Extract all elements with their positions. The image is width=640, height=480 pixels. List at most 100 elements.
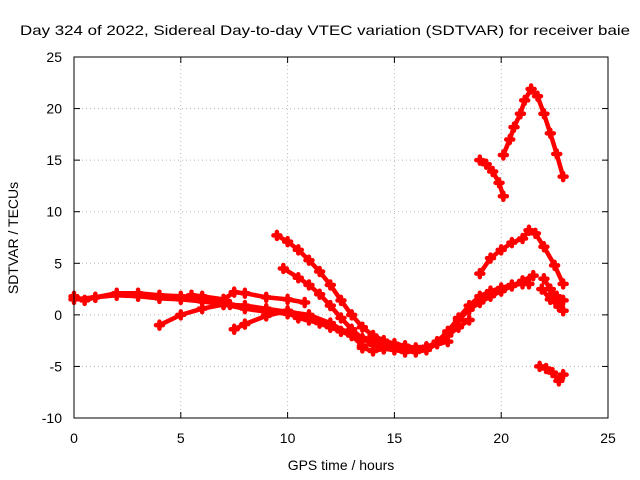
data-point <box>260 291 272 304</box>
data-point <box>497 149 510 161</box>
data-point <box>132 290 144 303</box>
x-tick-label: 15 <box>387 430 403 446</box>
data-point <box>228 323 240 336</box>
data-point <box>548 259 561 272</box>
data-point <box>345 323 358 336</box>
data-point <box>110 289 123 302</box>
data-point <box>463 314 475 326</box>
data-point <box>557 368 569 381</box>
data-point <box>480 158 492 171</box>
data-point <box>442 327 454 340</box>
data-point <box>153 292 166 305</box>
data-point <box>508 121 520 133</box>
data-point <box>175 309 187 321</box>
data-point <box>474 154 486 166</box>
data-point <box>217 293 230 306</box>
data-point <box>377 343 390 355</box>
data-point <box>185 289 198 302</box>
data-point <box>281 304 294 317</box>
data-point <box>78 294 91 307</box>
data-point <box>281 293 294 306</box>
data-point <box>431 337 443 350</box>
data-point <box>544 293 557 306</box>
data-point <box>271 229 283 242</box>
data-point <box>324 279 337 291</box>
data-point <box>292 244 305 256</box>
data-point <box>324 299 337 312</box>
x-tick-label: 20 <box>493 430 509 446</box>
data-point <box>153 319 166 331</box>
data-point <box>335 312 347 324</box>
data-point <box>550 290 563 303</box>
data-point <box>292 271 305 284</box>
plot-border <box>73 56 609 419</box>
data-point <box>544 283 557 295</box>
data-point <box>550 148 563 160</box>
data-point <box>303 254 315 266</box>
data-point <box>298 296 311 309</box>
data-point <box>356 332 369 345</box>
data-point <box>506 236 518 249</box>
data-point <box>506 280 518 292</box>
x-tick-label: 0 <box>70 430 78 446</box>
data-point <box>544 127 557 140</box>
data-point <box>335 325 347 338</box>
data-point <box>497 190 510 202</box>
data-point <box>523 278 535 290</box>
data-point <box>196 302 208 315</box>
y-tick-label: -5 <box>50 358 63 374</box>
data-point <box>420 344 433 356</box>
data-point <box>514 107 527 120</box>
data-point <box>239 299 251 312</box>
data-point <box>313 265 326 278</box>
data-point <box>557 294 569 307</box>
data-point <box>313 288 326 300</box>
data-point <box>538 241 550 253</box>
data-point <box>303 279 315 291</box>
data-point <box>484 252 497 264</box>
data-point <box>356 321 369 333</box>
data-point <box>367 345 379 357</box>
data-point <box>239 287 251 299</box>
data-point <box>313 317 326 329</box>
data-point <box>557 278 569 290</box>
y-tick-label: 5 <box>54 255 62 271</box>
data-point <box>538 107 550 120</box>
data-point <box>553 375 565 387</box>
data-point <box>540 362 552 375</box>
data-point <box>345 309 358 321</box>
gridlines <box>74 57 608 418</box>
data-point <box>503 133 516 146</box>
y-tick-label: 10 <box>46 204 62 220</box>
data-point <box>495 285 507 297</box>
data-point <box>377 334 390 347</box>
data-point <box>516 232 529 245</box>
x-tick-label: 10 <box>280 430 296 446</box>
x-tick-label: 25 <box>600 430 616 446</box>
data-point <box>495 244 507 256</box>
data-point <box>388 340 401 352</box>
series-track-10 <box>477 228 566 287</box>
data-point <box>557 170 569 183</box>
chart-title: Day 324 of 2022, Sidereal Day-to-day VTE… <box>20 22 630 38</box>
data-point <box>239 318 251 330</box>
data-point <box>277 262 290 275</box>
data-point <box>474 267 486 280</box>
y-tick-label: 25 <box>46 49 62 65</box>
data-point <box>281 235 294 248</box>
data-point <box>527 269 539 282</box>
data-point <box>292 312 305 324</box>
axis-ticks <box>73 56 609 419</box>
data-point <box>335 294 347 307</box>
data-point <box>523 224 535 237</box>
data-point <box>367 329 379 342</box>
data-point <box>518 94 531 107</box>
y-tick-label: 15 <box>46 152 62 168</box>
data-point <box>493 177 505 189</box>
data-point <box>452 314 465 326</box>
data-point <box>410 346 422 358</box>
data-point <box>356 342 369 354</box>
data-point <box>557 304 569 317</box>
y-tick-label: 20 <box>46 101 62 117</box>
